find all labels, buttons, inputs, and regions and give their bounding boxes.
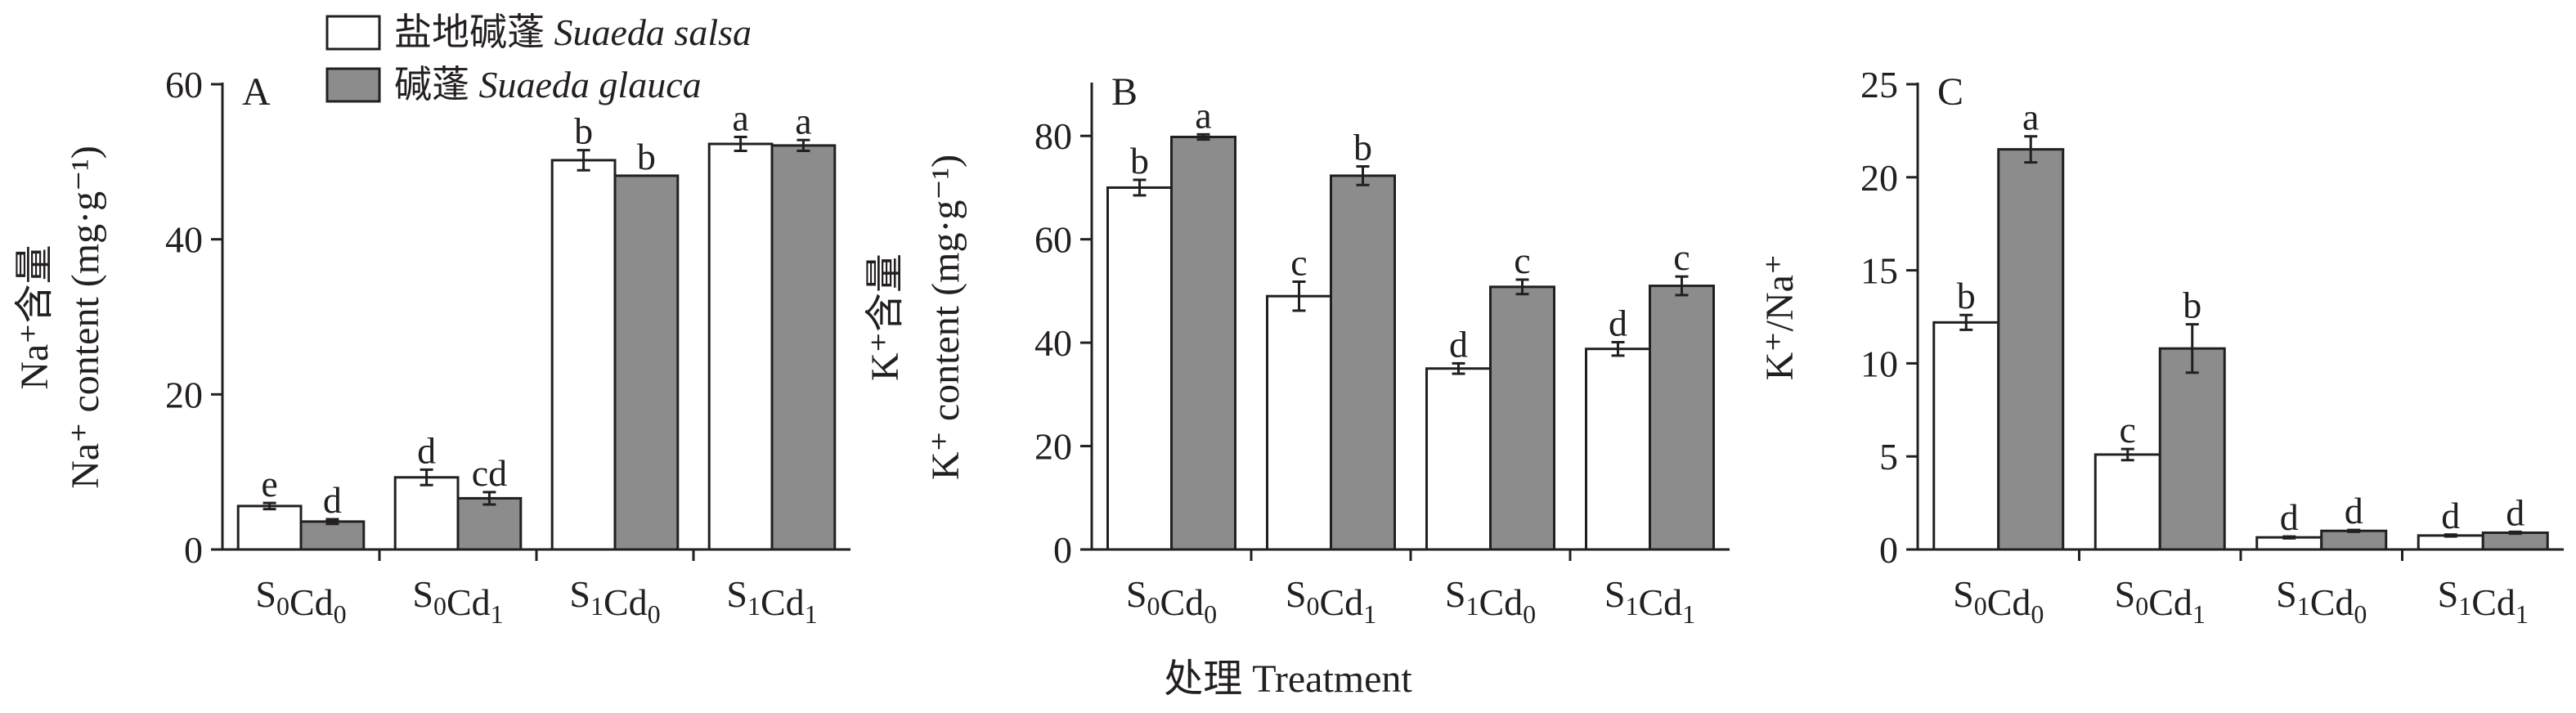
bar-salsa [1425,367,1492,551]
legend-swatch-salsa [325,15,381,51]
y-tick-label: 25 [1860,64,1898,105]
category-label: S1Cd1 [726,573,817,629]
significance-letter: c [1673,236,1690,278]
y-axis-label-en: Na⁺ content (mg·g⁻¹) [64,146,107,489]
bar-glauca [2320,529,2388,551]
y-tick-label: 15 [1860,250,1898,292]
bar-glauca [1489,285,1555,551]
y-axis-label-en: K⁺/Na⁺ [1758,254,1802,381]
bar-glauca [456,496,523,551]
legend-label-glauca: 碱蓬 Suaeda glauca [394,64,702,105]
legend-swatch-glauca [325,67,381,103]
bar-glauca [1649,285,1715,551]
category-label: S0Cd0 [255,573,346,629]
bar-salsa [1266,294,1332,551]
category-label: S1Cd0 [1445,573,1536,629]
significance-letter: d [2280,496,2299,538]
significance-letter: d [417,429,436,471]
significance-letter: cd [472,452,507,494]
bar-glauca [1330,174,1396,551]
significance-letter: d [323,479,342,521]
legend: 盐地碱蓬 Suaeda salsa 碱蓬 Suaeda glauca [325,11,752,105]
bar-glauca [299,520,366,551]
category-label: S0Cd0 [1953,573,2044,629]
significance-letter: b [2183,285,2201,326]
significance-letter: b [1130,140,1149,182]
bar-salsa [1932,321,2000,551]
category-label: S0Cd1 [2115,573,2206,629]
category-label: S1Cd0 [569,573,660,629]
x-axis-label: 处理 Treatment [1164,657,1412,701]
significance-letter: c [1514,240,1530,281]
y-axis-label-cn: Na⁺含量 [13,244,56,389]
bar-glauca [770,144,837,551]
panel-label: B [1111,70,1138,114]
significance-letter: d [2345,490,2363,531]
bar-glauca [1997,148,2065,551]
y-tick-label: 0 [1053,529,1072,571]
significance-letter: b [637,136,656,177]
category-label: S0Cd0 [1126,573,1217,629]
significance-letter: a [795,100,811,141]
y-tick-label: 0 [184,529,203,571]
category-label: S1Cd0 [2276,573,2367,629]
category-label: S1Cd1 [2438,573,2529,629]
bar-salsa [550,159,617,551]
significance-letter: d [1449,323,1468,365]
panel-c: 0 5 10 15 20 25 C K⁺/Na⁺ b a S0Cd0 c b S0Cd1 d d S1Cd0 d d… [1758,64,2564,629]
panel-label: A [242,70,271,114]
y-tick-label: 10 [1860,343,1898,384]
y-tick-label: 5 [1879,436,1898,478]
y-tick-label: 20 [1860,157,1898,199]
panel-b: 0 20 40 60 80 B K⁺含量 K⁺ content (mg·g⁻¹) b a S0Cd0… [864,70,1730,629]
significance-letter: c [2120,409,2136,451]
y-tick-label: 40 [1034,322,1072,364]
bar-salsa [1585,348,1651,551]
bar-glauca [1170,135,1236,551]
y-tick-label: 40 [165,219,203,261]
panel-a: 0 20 40 60 A Na⁺含量 Na⁺ content (mg·g⁻¹) e d S0Cd0… [13,64,850,629]
bar-glauca [2158,347,2226,551]
y-axis-label-cn: K⁺含量 [864,253,907,381]
panel-label: C [1937,70,1963,114]
significance-letter: a [732,96,748,138]
bar-salsa [2094,453,2161,551]
significance-letter: d [2441,495,2460,536]
significance-letter: d [1609,302,1627,343]
significance-letter: b [574,110,593,152]
bar-salsa [236,504,303,551]
bar-glauca [2481,531,2549,551]
y-axis-label-en: K⁺ content (mg·g⁻¹) [924,155,967,480]
significance-letter: b [1957,275,1976,316]
bar-salsa [707,142,774,551]
significance-letter: c [1290,242,1307,284]
bar-salsa [393,476,460,551]
y-tick-label: 0 [1879,529,1898,571]
significance-letter: d [2506,491,2524,533]
significance-letter: a [1195,94,1211,136]
category-label: S0Cd1 [1286,573,1376,629]
significance-letter: b [1353,127,1372,168]
bar-glauca [613,174,680,551]
y-tick-label: 20 [165,374,203,415]
category-label: S0Cd1 [412,573,503,629]
significance-letter: a [2022,96,2039,138]
y-tick-label: 60 [165,64,203,105]
bar-salsa [1106,186,1173,551]
y-tick-label: 20 [1034,426,1072,468]
y-tick-label: 60 [1034,219,1072,261]
legend-label-salsa: 盐地碱蓬 Suaeda salsa [394,11,752,53]
category-label: S1Cd1 [1604,573,1695,629]
significance-letter: e [261,463,277,504]
y-tick-label: 80 [1034,115,1072,157]
